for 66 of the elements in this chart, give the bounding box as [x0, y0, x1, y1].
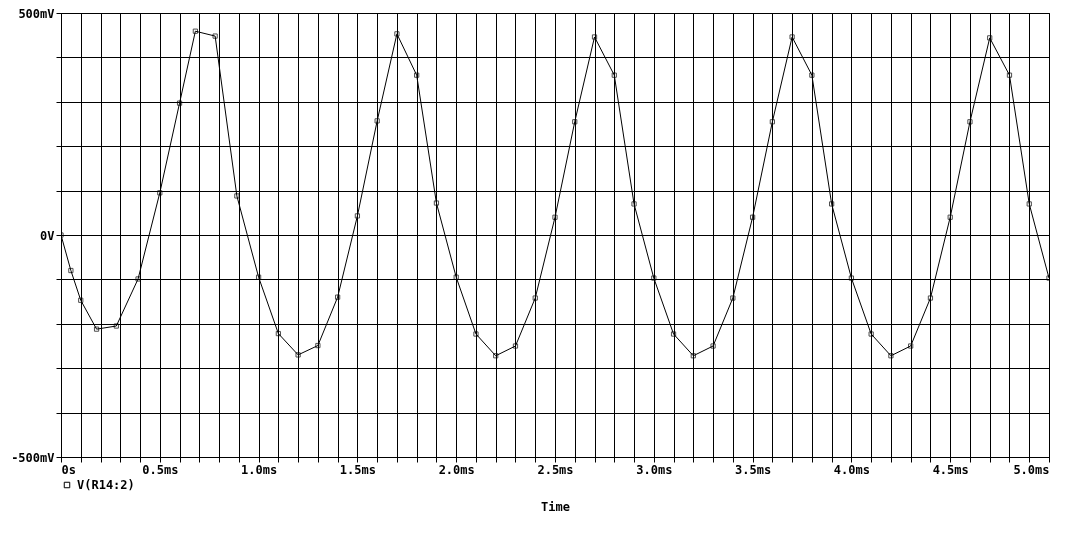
point: [176, 100, 183, 106]
point: [192, 28, 198, 34]
point: [68, 267, 74, 274]
point: [135, 276, 141, 282]
point: [868, 331, 874, 337]
y-tick-label: 500mV: [18, 6, 55, 21]
point: [591, 34, 598, 40]
point: [749, 214, 756, 220]
point: [947, 214, 953, 220]
point: [234, 193, 240, 199]
point: [1026, 201, 1032, 207]
point: [690, 353, 696, 359]
x-tick-label: 2.5ms: [537, 462, 574, 477]
point: [473, 331, 479, 337]
point: [354, 213, 361, 219]
point: [967, 119, 973, 125]
x-tick-label: 0s: [61, 462, 76, 477]
point: [829, 201, 835, 207]
point: [769, 119, 775, 125]
point: [611, 72, 617, 78]
point: [888, 353, 894, 359]
point: [255, 274, 262, 280]
x-tick-label: 1.0ms: [241, 462, 278, 477]
legend-label: V(R14:2): [77, 478, 135, 492]
point: [453, 274, 459, 280]
point: [93, 326, 100, 332]
point: [157, 190, 163, 196]
y-tick-label: -500mV: [11, 450, 55, 465]
x-tick-label: 4.0ms: [833, 462, 870, 477]
point: [631, 201, 637, 207]
point: [651, 275, 657, 281]
point: [315, 342, 321, 349]
point: [295, 352, 301, 358]
x-tick-label: 5.0ms: [1013, 462, 1050, 477]
point: [275, 330, 281, 337]
point: [78, 297, 84, 303]
point: [512, 343, 519, 349]
point: [113, 323, 119, 329]
point: [394, 31, 400, 37]
point: [809, 72, 815, 78]
point: [532, 295, 538, 301]
x-axis-title: Time: [541, 499, 570, 514]
point: [987, 35, 993, 41]
y-tick-label: 0V: [40, 228, 55, 243]
point: [848, 275, 855, 281]
x-tick-label: 3.0ms: [636, 462, 673, 477]
x-tick-label: 1.5ms: [339, 462, 376, 477]
x-tick-label: 3.5ms: [735, 462, 772, 477]
point: [730, 295, 736, 301]
x-tick-label: 2.0ms: [438, 462, 475, 477]
point: [908, 343, 914, 349]
point: [1006, 72, 1013, 78]
point: [212, 33, 218, 39]
x-tick-label: 0.5ms: [142, 462, 179, 477]
point: [710, 343, 716, 349]
point: [374, 118, 380, 124]
point: [414, 72, 420, 78]
point: [670, 331, 677, 337]
point: [572, 119, 578, 125]
x-tick-label: 4.5ms: [932, 462, 969, 477]
point: [927, 295, 934, 301]
point: [552, 214, 558, 220]
point: [433, 200, 440, 206]
point: [493, 353, 499, 359]
point: [335, 294, 341, 300]
point: [789, 34, 795, 40]
